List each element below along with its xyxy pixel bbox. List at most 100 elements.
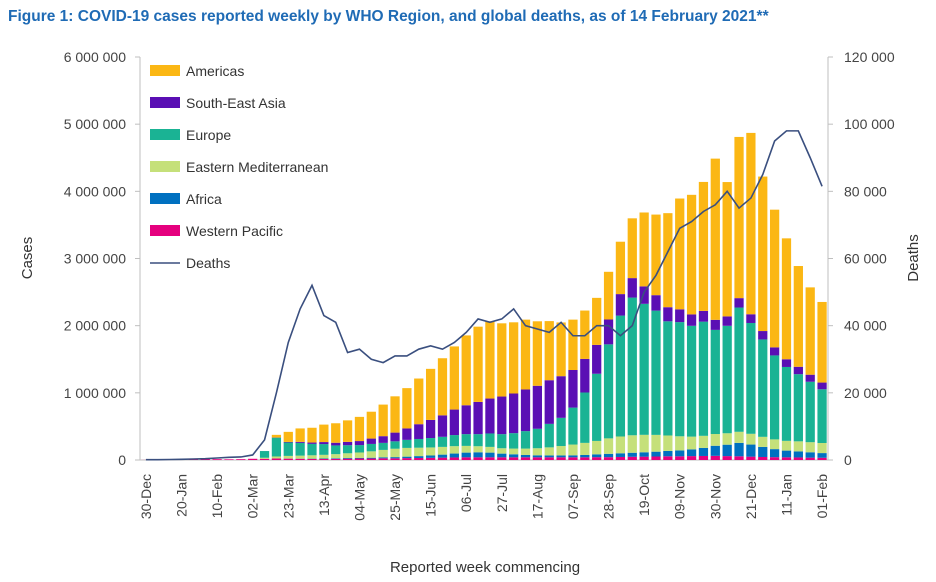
bar-segment — [580, 392, 590, 443]
bar-segment — [283, 441, 293, 443]
bar-segment — [710, 445, 720, 456]
bar-segment — [378, 404, 388, 437]
x-tick-label: 02-Mar — [245, 474, 261, 519]
bar-segment — [520, 454, 531, 458]
bar-segment — [485, 446, 495, 453]
y2-tick-label: 100 000 — [844, 116, 895, 132]
legend-label: South-East Asia — [186, 95, 286, 111]
bar-segment — [805, 287, 815, 375]
bar-segment — [651, 456, 661, 460]
x-tick-label: 28-Sep — [601, 474, 617, 519]
bar-segment — [817, 457, 827, 460]
bar-segment — [568, 455, 578, 458]
bar-segment — [698, 455, 709, 460]
bar-segment — [271, 458, 282, 460]
y2-tick-label: 120 000 — [844, 49, 895, 65]
bar-segment — [390, 457, 400, 459]
bar-segment — [663, 321, 673, 436]
bar-segment — [627, 435, 637, 453]
bar-segment — [698, 321, 709, 436]
bar-segment — [224, 459, 234, 460]
bar-segment — [473, 452, 483, 458]
bar-segment — [390, 441, 400, 449]
bar-segment — [781, 366, 792, 441]
bar-segment — [603, 319, 614, 345]
bar-segment — [544, 455, 554, 458]
bar-segment — [746, 433, 756, 445]
bar-segment — [710, 329, 720, 435]
bar-segment — [271, 437, 282, 457]
bar-segment — [461, 457, 471, 460]
bar-segment — [663, 213, 673, 308]
x-tick-label: 15-Jun — [423, 474, 439, 517]
x-tick-label: 07-Sep — [565, 474, 581, 519]
bar-segment — [769, 449, 780, 458]
bar-segment — [461, 405, 471, 435]
bar-segment — [686, 436, 697, 450]
bar-segment — [532, 448, 542, 456]
bar-segment — [402, 388, 412, 429]
bar-segment — [698, 310, 709, 322]
bar-segment — [509, 457, 519, 460]
bar-segment — [425, 447, 436, 456]
bar-segment — [366, 443, 376, 452]
bar-segment — [283, 458, 293, 460]
bar-segment — [509, 433, 519, 449]
bar-segment — [817, 389, 827, 443]
legend-swatch — [150, 129, 180, 140]
bar-segment — [485, 452, 495, 458]
bar-segment — [342, 458, 353, 460]
bar-segment — [675, 456, 685, 460]
bar-segment — [295, 441, 305, 443]
x-tick-label: 20-Jan — [174, 474, 190, 517]
bar-segment — [390, 448, 400, 458]
bar-segment — [817, 301, 827, 383]
y2-tick-label: 40 000 — [844, 318, 887, 334]
bar-segment — [805, 374, 815, 382]
bar-segment — [746, 314, 756, 323]
bar-segment — [402, 458, 412, 460]
bar-segment — [342, 445, 353, 454]
bar-segment — [283, 431, 293, 442]
x-tick-label: 04-May — [351, 474, 367, 521]
bar-segment — [342, 453, 353, 458]
bar-segment — [425, 419, 436, 439]
x-tick-label: 25-May — [387, 474, 403, 521]
bar-segment — [746, 456, 756, 460]
bar-segment — [532, 455, 542, 458]
legend-label: Americas — [186, 63, 244, 79]
bar-segment — [698, 447, 709, 456]
bar-segment — [627, 456, 637, 460]
bar-segment — [461, 434, 471, 446]
bar-segment — [758, 456, 768, 460]
bar-segment — [354, 445, 365, 453]
bar-segment — [295, 442, 305, 456]
bar-segment — [758, 436, 768, 447]
bar-segment — [580, 442, 590, 455]
bar-segment — [627, 297, 637, 436]
bar-segment — [686, 449, 697, 457]
bar-segment — [295, 428, 305, 442]
bar-segment — [686, 325, 697, 437]
x-tick-label: 17-Aug — [529, 474, 545, 519]
bar-segment — [603, 457, 614, 460]
bar-segment — [639, 456, 649, 460]
bar-segment — [675, 198, 685, 310]
bar-segment — [378, 458, 388, 460]
bar-segment — [532, 321, 542, 386]
bar-segment — [520, 431, 531, 449]
bar-segment — [259, 457, 270, 459]
bar-segment — [544, 447, 554, 456]
x-tick-label: 30-Dec — [138, 474, 154, 519]
bar-segment — [366, 457, 376, 459]
bar-segment — [568, 370, 578, 408]
bar-segment — [366, 451, 376, 458]
x-tick-label: 10-Feb — [209, 474, 225, 519]
bar-segment — [793, 366, 803, 375]
y2-tick-label: 0 — [844, 452, 852, 468]
bar-segment — [497, 448, 507, 454]
bar-segment — [509, 322, 519, 394]
bar-segment — [520, 389, 531, 432]
bar-segment — [461, 452, 471, 458]
bar-segment — [793, 374, 803, 442]
